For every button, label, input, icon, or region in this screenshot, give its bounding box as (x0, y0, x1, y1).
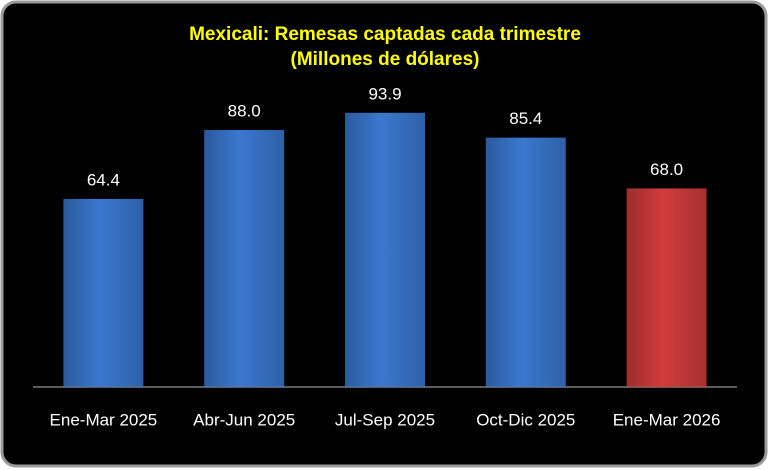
value-label: 85.4 (509, 109, 542, 128)
bar (204, 130, 285, 388)
x-tick-label: Jul-Sep 2025 (335, 410, 435, 429)
x-tick-label: Ene-Mar 2026 (613, 410, 721, 429)
value-label: 88.0 (228, 102, 261, 121)
x-tick-label: Abr-Jun 2025 (193, 410, 295, 429)
value-label: 68.0 (650, 160, 683, 179)
bar (626, 188, 707, 387)
bar (345, 112, 425, 387)
x-tick-label: Oct-Dic 2025 (476, 410, 575, 429)
bar (63, 198, 144, 387)
value-label: 93.9 (368, 84, 401, 103)
value-label: 64.4 (87, 170, 120, 189)
bar (485, 137, 566, 387)
chart-subtitle: (Millones de dólares) (291, 49, 480, 70)
chart-title: Mexicali: Remesas captadas cada trimestr… (189, 24, 581, 45)
x-tick-label: Ene-Mar 2025 (50, 410, 158, 429)
